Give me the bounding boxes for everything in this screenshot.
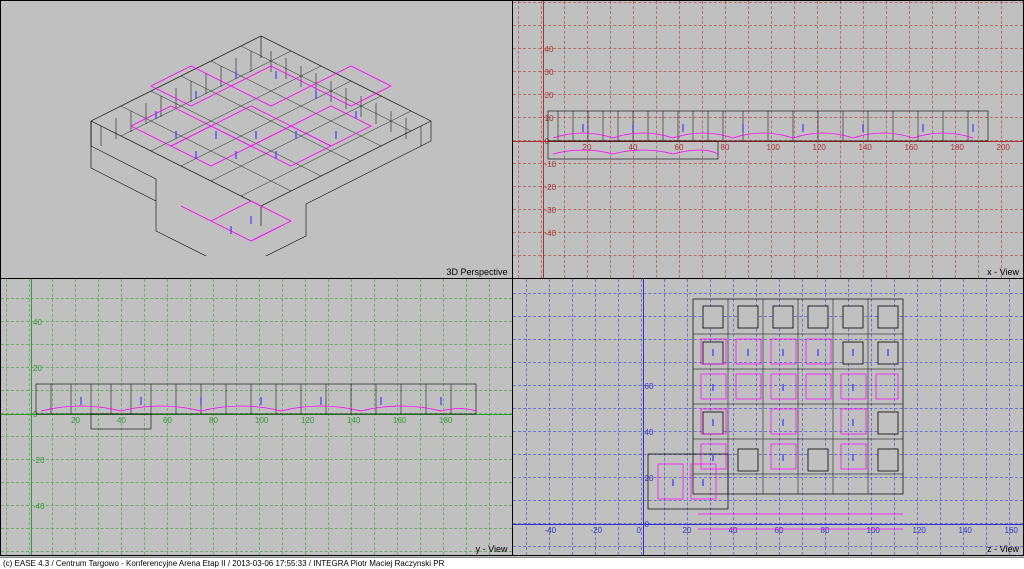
viewport-label-z: z - View: [987, 544, 1019, 554]
model-plan: [643, 294, 953, 544]
model-x-elevation: [543, 106, 993, 166]
footer-text: (c) EASE 4.3 / Centrum Targowo - Konfere…: [3, 559, 444, 568]
viewport-y-view[interactable]: 40200-20-4020406080100120140160180 y - V…: [1, 279, 512, 556]
viewport-label-3d: 3D Perspective: [446, 267, 507, 277]
viewport-x-view[interactable]: 403020100-10-20-30-402040608010012014016…: [513, 1, 1024, 278]
viewport-3d-perspective[interactable]: 3D Perspective: [1, 1, 512, 278]
status-bar: (c) EASE 4.3 / Centrum Targowo - Konfere…: [0, 557, 1024, 569]
viewport-z-view[interactable]: 6040200-20-40-60-80-60-40-20020406080100…: [513, 279, 1024, 556]
viewport-grid: 3D Perspective: [0, 0, 1024, 556]
viewport-label-y: y - View: [476, 544, 508, 554]
model-y-elevation: [31, 379, 481, 439]
viewport-label-x: x - View: [987, 267, 1019, 277]
model-isometric: [61, 26, 441, 256]
